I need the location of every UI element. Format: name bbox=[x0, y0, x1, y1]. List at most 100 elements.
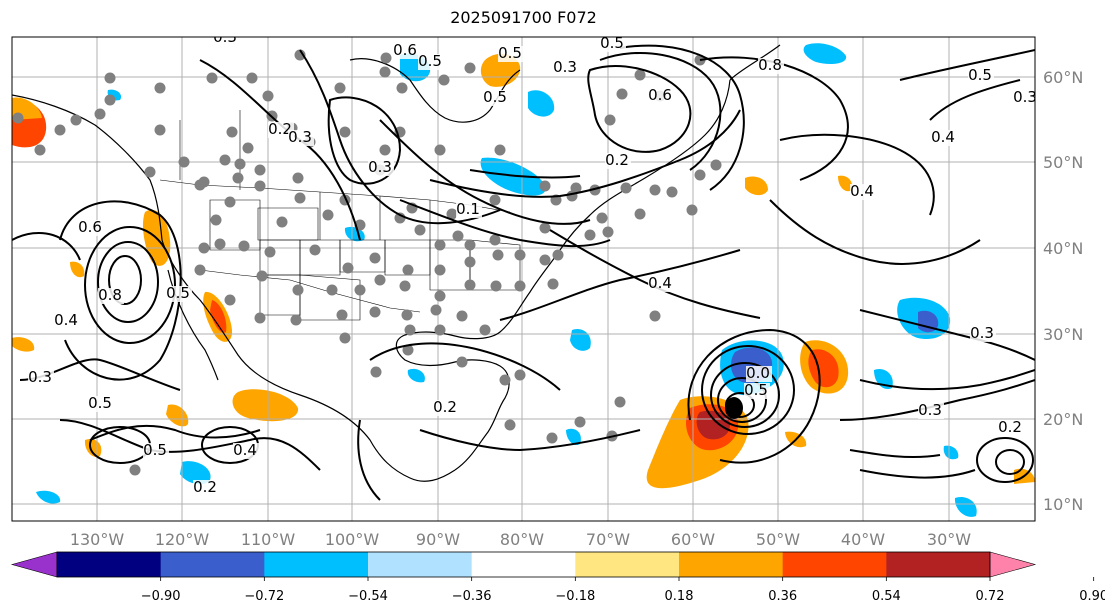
contour-label: 0.2 bbox=[193, 478, 217, 496]
contour-label-bg bbox=[28, 370, 54, 386]
station-dot bbox=[129, 464, 141, 476]
eat-contour-2 bbox=[839, 379, 1035, 421]
contour-label: 0.5 bbox=[968, 66, 992, 84]
station-dot bbox=[214, 238, 226, 250]
shade-blue-gulf-of-mexico bbox=[407, 368, 425, 383]
colorbar-tick-label: 0.36 bbox=[768, 589, 797, 604]
station-dot bbox=[374, 274, 386, 286]
station-dot bbox=[234, 158, 246, 170]
station-dot bbox=[634, 69, 646, 81]
station-dot bbox=[370, 366, 382, 378]
station-dot bbox=[434, 290, 446, 302]
station-dot bbox=[464, 62, 476, 74]
contour-labels: 0.30.60.50.50.50.50.30.60.80.20.30.30.20… bbox=[28, 28, 1035, 496]
contour-label: 0.6 bbox=[648, 86, 672, 104]
contour-label-bg bbox=[1013, 90, 1035, 106]
nat-contour-5 bbox=[779, 133, 935, 216]
latitude-label: 20°N bbox=[1043, 410, 1083, 429]
longitude-label: 130°W bbox=[70, 530, 125, 549]
contour-label: 0.1 bbox=[456, 200, 480, 218]
contour-label: 0.5 bbox=[600, 34, 624, 52]
contour-label-bg bbox=[456, 202, 482, 218]
station-dot bbox=[686, 204, 698, 216]
contour-label: 0.3 bbox=[213, 28, 237, 46]
station-dot bbox=[399, 280, 411, 292]
contour-label-bg bbox=[483, 90, 509, 106]
contour-label: 0.3 bbox=[368, 158, 392, 176]
longitude-label: 90°W bbox=[416, 530, 460, 549]
station-dot bbox=[242, 142, 254, 154]
contour-label: 0.3 bbox=[970, 324, 994, 342]
station-dot bbox=[616, 88, 628, 100]
station-dot bbox=[452, 230, 464, 242]
contour-label-bg bbox=[78, 220, 104, 236]
nat-contour-8 bbox=[929, 79, 1021, 121]
nat-contour-2 bbox=[599, 51, 722, 171]
station-dot bbox=[546, 432, 558, 444]
shade-orange-mexico bbox=[232, 389, 299, 422]
longitude-label: 80°W bbox=[500, 530, 544, 549]
station-dot bbox=[94, 108, 106, 120]
contour-label-bg bbox=[54, 313, 80, 329]
contour-label-bg bbox=[600, 37, 626, 52]
contour-label-bg bbox=[368, 160, 394, 176]
contour-label-bg bbox=[746, 366, 772, 382]
station-dot bbox=[326, 284, 338, 296]
nat-contour-6 bbox=[769, 199, 981, 265]
station-dot bbox=[539, 222, 551, 234]
contour-label: 0.8 bbox=[758, 56, 782, 74]
shade-red-baja bbox=[210, 300, 227, 333]
station-dot bbox=[438, 74, 450, 86]
shade-blue-east-sw bbox=[954, 496, 977, 517]
station-dot bbox=[380, 52, 392, 64]
latitude-label: 10°N bbox=[1043, 495, 1083, 514]
latitude-label: 60°N bbox=[1043, 68, 1083, 87]
storm-contour-5 bbox=[687, 328, 821, 464]
station-dot bbox=[224, 294, 236, 306]
colorbar-tick-label: −0.72 bbox=[244, 589, 284, 604]
station-dot bbox=[434, 144, 446, 156]
contour-label-bg bbox=[268, 122, 294, 138]
station-dot bbox=[369, 252, 381, 264]
contour-label-bg bbox=[213, 37, 239, 46]
station-dot bbox=[547, 278, 559, 290]
longitude-label: 120°W bbox=[155, 530, 210, 549]
eat-contour-5 bbox=[995, 449, 1025, 475]
station-dot bbox=[596, 212, 608, 224]
station-dot bbox=[514, 369, 526, 381]
station-dot bbox=[178, 156, 190, 168]
station-dot bbox=[54, 124, 66, 136]
station-dot bbox=[464, 279, 476, 291]
station-dot bbox=[584, 229, 596, 241]
station-dot bbox=[309, 244, 321, 256]
eat-contour-7 bbox=[849, 449, 941, 459]
shade-orange-north-atlantic bbox=[838, 175, 853, 192]
contour-label-bg bbox=[998, 420, 1024, 436]
contour-label: 0.4 bbox=[54, 311, 78, 329]
contour-label-bg bbox=[648, 88, 674, 104]
latitude-label: 30°N bbox=[1043, 325, 1083, 344]
colorbar-tick-label: −0.54 bbox=[348, 589, 388, 604]
station-dot bbox=[334, 82, 346, 94]
station-dot bbox=[12, 112, 24, 124]
station-dot bbox=[489, 194, 501, 206]
colorbar-segment bbox=[264, 552, 369, 577]
station-dot bbox=[226, 126, 238, 138]
contour-label-bg bbox=[968, 68, 994, 84]
station-dot bbox=[254, 312, 266, 324]
pacific-contour-1 bbox=[108, 255, 142, 305]
map-title: 2025091700 F072 bbox=[450, 8, 597, 27]
station-dot bbox=[232, 172, 244, 184]
pacific-contour-8 bbox=[89, 424, 261, 441]
colorbar-segment bbox=[471, 552, 576, 577]
na-contour-4 bbox=[379, 119, 591, 225]
station-dot bbox=[494, 144, 506, 156]
contour-label-bg bbox=[193, 480, 219, 496]
station-dot bbox=[104, 72, 116, 84]
contour-label: 0.4 bbox=[931, 128, 955, 146]
longitude-label: 50°W bbox=[756, 530, 800, 549]
nat-contour-4 bbox=[699, 56, 849, 181]
na-contour-3 bbox=[327, 96, 402, 185]
station-dot bbox=[666, 186, 678, 198]
